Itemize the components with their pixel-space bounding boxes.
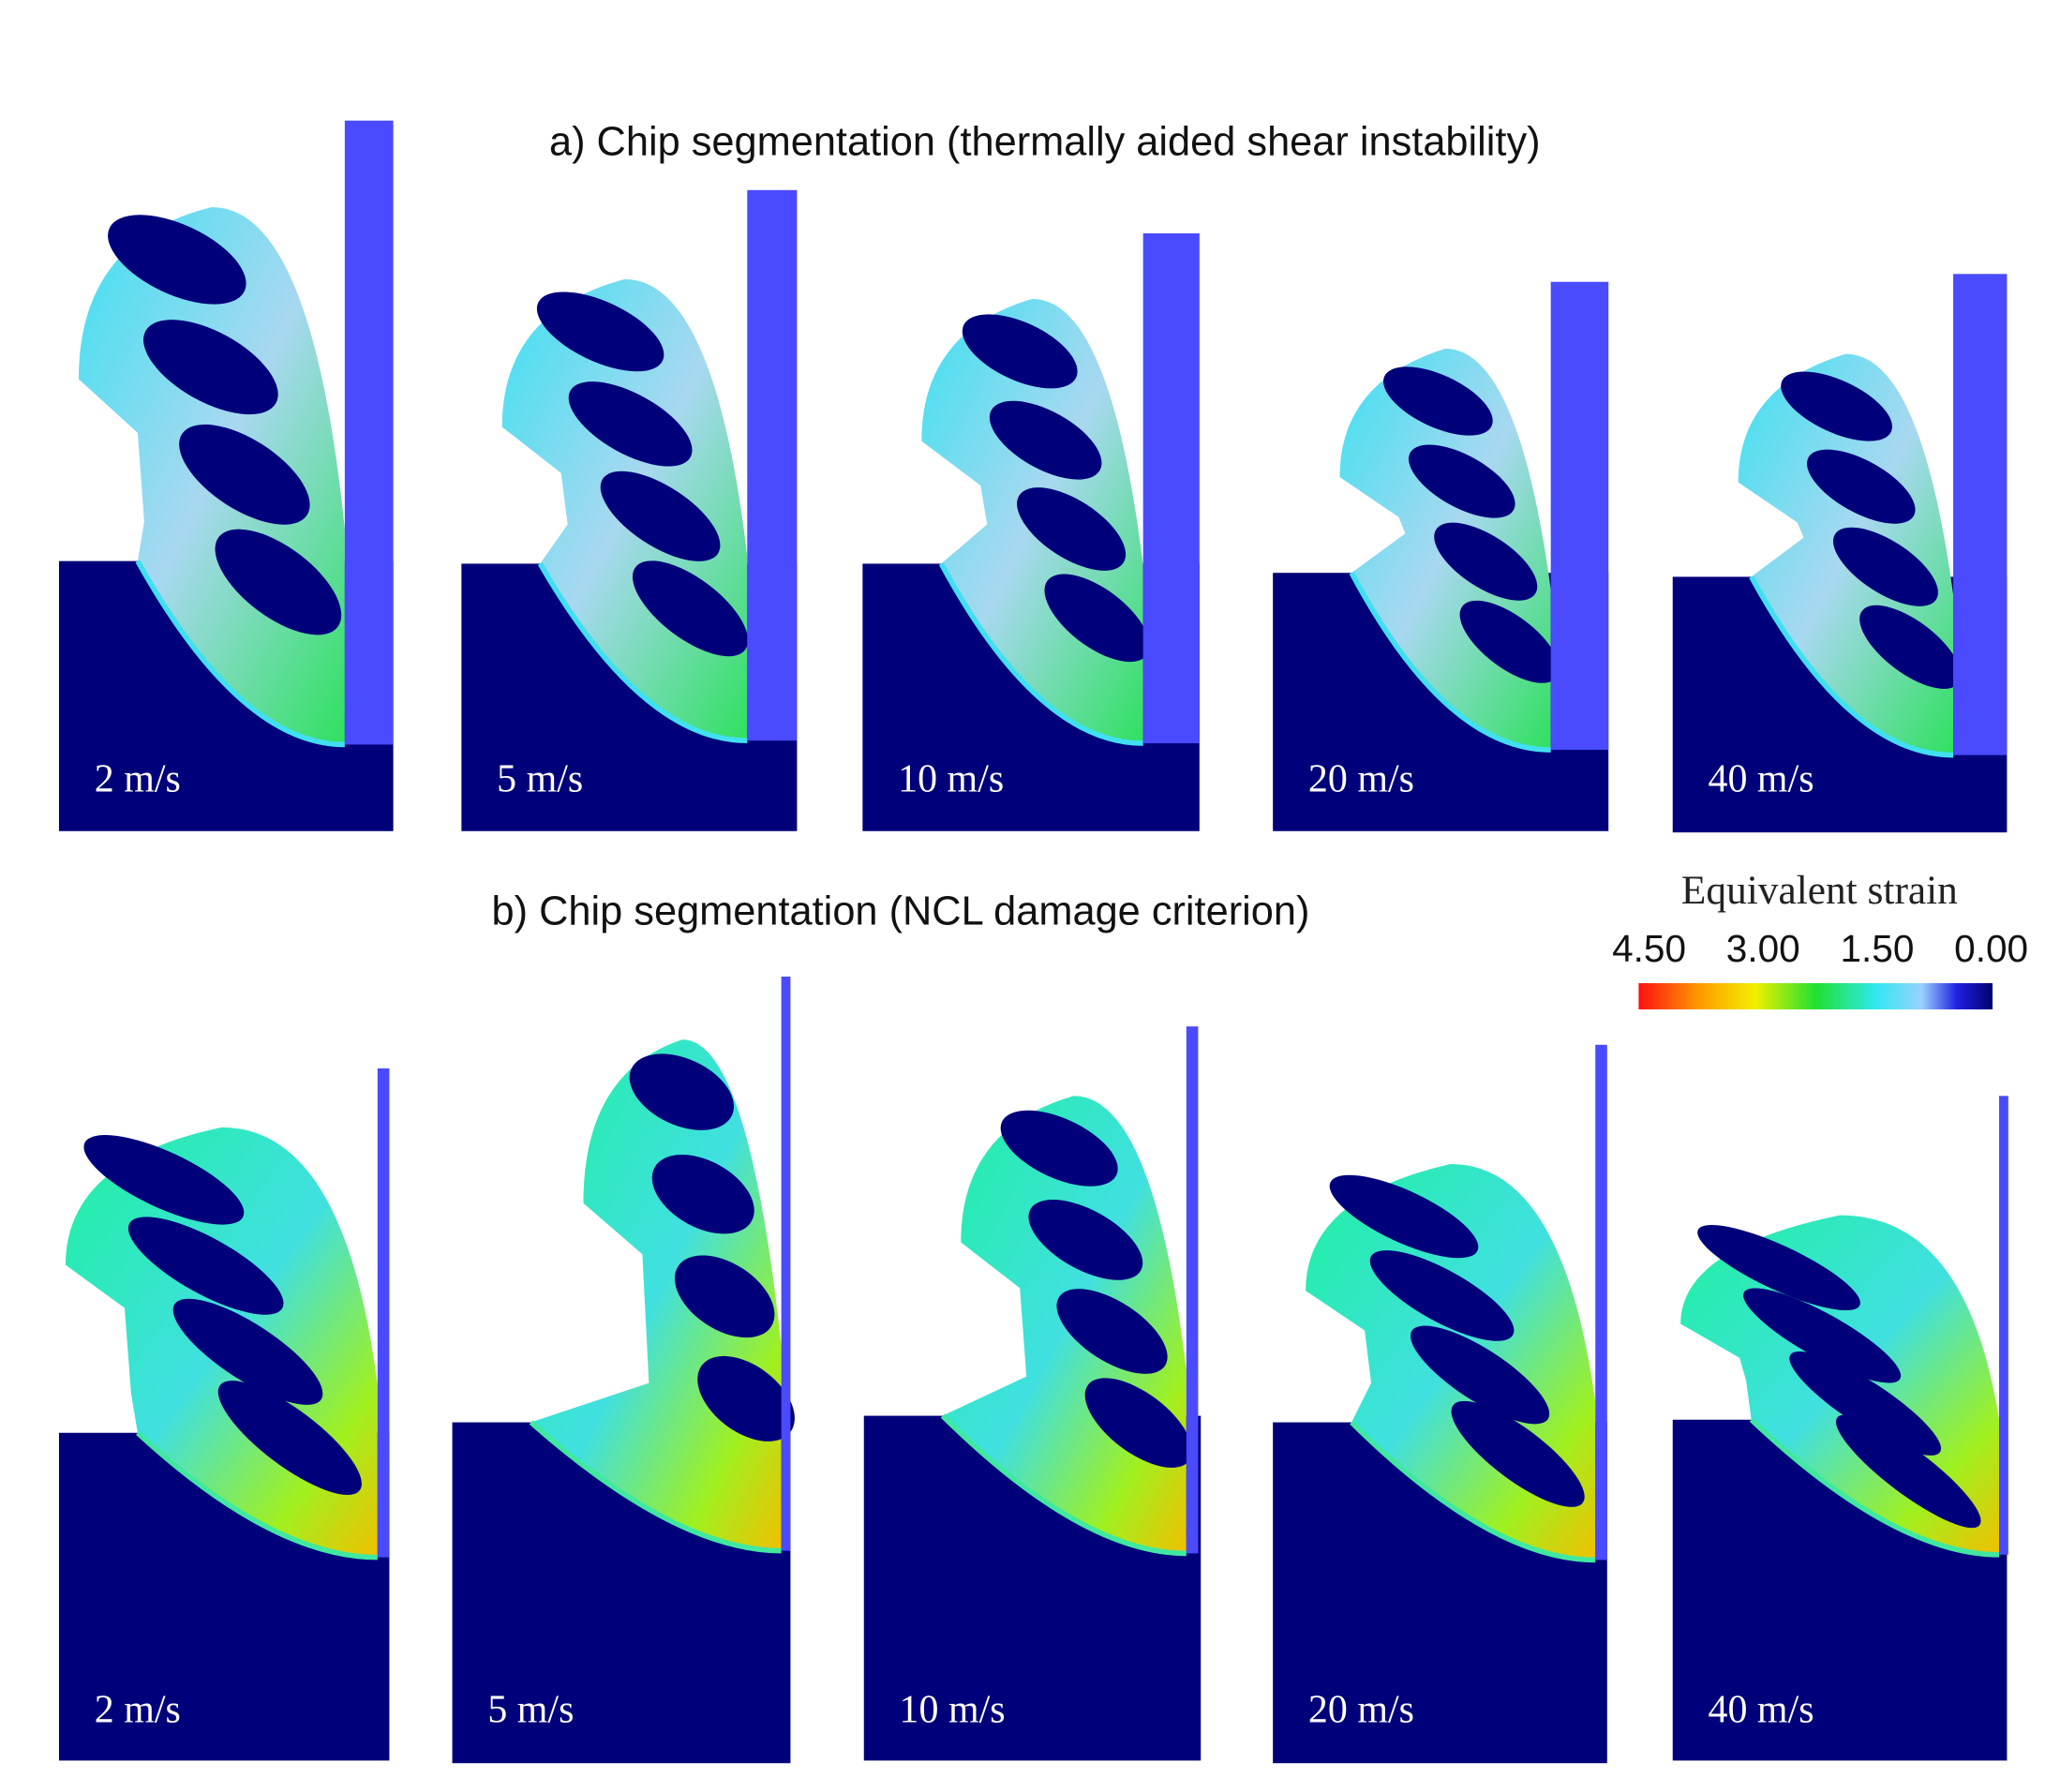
speed-label: 20 m/s [1308, 758, 1414, 801]
chip-segment [1017, 487, 1127, 571]
colorbar-tick: 1.50 [1840, 927, 1914, 970]
chip-segment [962, 314, 1078, 389]
chip-segment [83, 1135, 245, 1225]
tool [1595, 1044, 1607, 1561]
tool [1142, 232, 1200, 744]
chip-segment [1832, 527, 1938, 606]
speed-label: 10 m/s [898, 758, 1004, 801]
colorbar-tick: 3.00 [1726, 927, 1800, 970]
chip-segment [215, 529, 342, 635]
chip-segment [1434, 522, 1538, 601]
chip-segment [1806, 449, 1916, 524]
chip-segment [217, 1381, 362, 1496]
chip-segment [600, 470, 721, 561]
colorbar-title: Equivalent strain [1681, 868, 1958, 913]
tool [781, 977, 791, 1551]
simulation-panel: 2 m/s [58, 120, 394, 831]
shear-band [537, 562, 748, 744]
chip-segment [1743, 1288, 1902, 1383]
shear-band [135, 1430, 378, 1561]
shear-band [1749, 575, 1954, 758]
simulation-panel: 20 m/s [1273, 1044, 1607, 1764]
chip-segment [1697, 1224, 1860, 1311]
tool [377, 1068, 390, 1558]
tool [344, 120, 394, 745]
chip-segment [629, 1053, 734, 1130]
chip-segment [1383, 366, 1493, 436]
chip-segment [568, 381, 693, 467]
chip-segment [989, 400, 1102, 480]
tool [1550, 281, 1609, 751]
chip-segment [1056, 1289, 1168, 1374]
shear-band [1349, 571, 1551, 753]
shear-band [1749, 1417, 2000, 1558]
chip-segment [1451, 1400, 1585, 1507]
chip-segment [1084, 1378, 1192, 1468]
chip-segment [1781, 371, 1892, 441]
simulation-panels: 2 m/s 5 m/s 10 m/s 20 m/s 40 m/s 2 m/s 5 m/s 10… [58, 120, 2008, 1764]
shear-band [938, 562, 1143, 746]
shear-band [529, 1420, 782, 1554]
chip-segment [172, 1298, 323, 1405]
chip-segment [632, 560, 749, 657]
speed-label: 5 m/s [497, 758, 583, 801]
chip-segment [651, 1154, 754, 1234]
chip-segment [1044, 574, 1150, 663]
speed-label: 10 m/s [900, 1689, 1006, 1732]
chip-segment [1369, 1250, 1515, 1341]
tool [1186, 1026, 1199, 1554]
chip-segment [674, 1255, 775, 1338]
chip-segment [1859, 605, 1962, 689]
tool [1953, 274, 2008, 755]
chip-segment [179, 424, 310, 525]
chip-segment [1789, 1351, 1942, 1456]
speed-label: 20 m/s [1308, 1689, 1414, 1732]
chip-segment [1000, 1110, 1118, 1187]
simulation-panel: 10 m/s [863, 1026, 1202, 1761]
simulation-panel: 2 m/s [58, 1068, 390, 1761]
chip-segment [108, 215, 246, 305]
chip-segment [143, 320, 278, 415]
speed-label: 2 m/s [95, 758, 181, 801]
chip-segment [1409, 444, 1515, 518]
chip-segment [536, 291, 664, 372]
simulation-panel: 10 m/s [862, 232, 1200, 831]
simulation-panel: 5 m/s [461, 189, 798, 831]
shear-band [940, 1413, 1187, 1557]
shear-band [135, 560, 345, 748]
speed-label: 40 m/s [1709, 758, 1814, 801]
simulation-panel: 5 m/s [452, 977, 795, 1764]
shear-band [1350, 1420, 1596, 1563]
simulation-panel: 40 m/s [1672, 274, 2008, 833]
colorbar [1638, 983, 1993, 1009]
simulation-panel: 40 m/s [1672, 1096, 2008, 1761]
colorbar-tick: 4.50 [1612, 927, 1686, 970]
tool [1999, 1096, 2008, 1555]
chip-segment [1835, 1414, 1981, 1529]
tool [747, 189, 798, 741]
chip-segment [1028, 1200, 1143, 1280]
panel-title: b) Chip segmentation (NCL damage criteri… [492, 889, 1310, 933]
simulation-panel: 20 m/s [1273, 281, 1609, 831]
speed-label: 40 m/s [1709, 1689, 1814, 1732]
chip-segment [697, 1355, 795, 1441]
speed-label: 2 m/s [95, 1689, 181, 1732]
chip-segment [127, 1217, 284, 1315]
speed-label: 5 m/s [487, 1689, 574, 1732]
colorbar-tick: 0.00 [1954, 927, 2028, 970]
panel-title: a) Chip segmentation (thermally aided sh… [549, 119, 1541, 164]
chip-segment [1410, 1325, 1550, 1425]
chip-segment [1329, 1174, 1479, 1259]
chip-segment [1459, 600, 1560, 683]
